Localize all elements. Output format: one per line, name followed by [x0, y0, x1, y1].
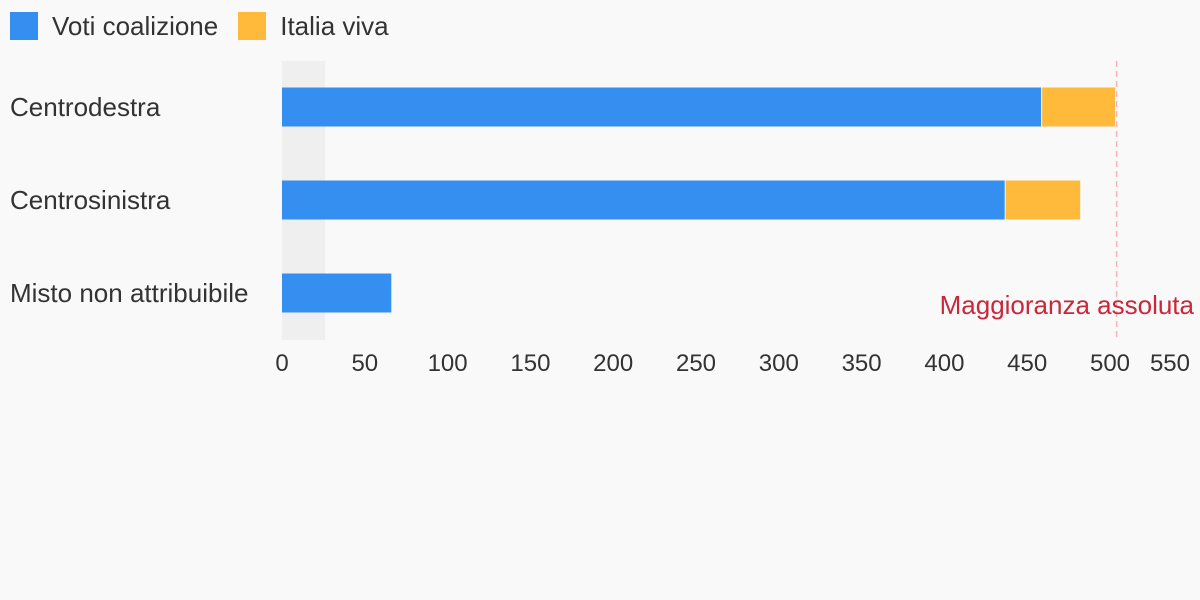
- x-tick-label: 200: [593, 350, 633, 377]
- x-tick-label: 50: [351, 350, 378, 377]
- legend-item-italia-viva: Italia viva: [238, 10, 389, 42]
- bar-centrodestra-voti-coalizione: [282, 87, 1042, 127]
- legend-label-voti-coalizione: Voti coalizione: [52, 10, 219, 41]
- legend-label-italia-viva: Italia viva: [280, 10, 389, 41]
- category-label: Misto non attribuibile: [10, 278, 248, 308]
- category-label: Centrosinistra: [10, 185, 171, 215]
- x-tick-label: 100: [428, 350, 468, 377]
- x-tick-label: 550: [1150, 350, 1190, 377]
- x-tick-label: 400: [924, 350, 964, 377]
- x-tick-label: 450: [1007, 350, 1047, 377]
- legend-swatch-voti-coalizione: [10, 12, 38, 40]
- bar-centrosinistra-italia-viva: [1005, 180, 1081, 220]
- bar-centrodestra-italia-viva: [1042, 87, 1115, 127]
- reference-line-label: Maggioranza assoluta: [940, 290, 1195, 320]
- category-label: Centrodestra: [10, 92, 161, 122]
- x-tick-label: 350: [842, 350, 882, 377]
- bar-misto-non-attribuibile-voti-coalizione: [282, 273, 392, 313]
- legend: Voti coalizione Italia viva: [10, 8, 409, 44]
- legend-item-voti-coalizione: Voti coalizione: [10, 11, 218, 42]
- x-tick-label: 500: [1090, 350, 1130, 377]
- x-tick-label: 150: [510, 350, 550, 377]
- x-tick-label: 300: [759, 350, 799, 377]
- x-tick-label: 250: [676, 350, 716, 377]
- legend-swatch-italia-viva: [238, 12, 267, 40]
- bar-centrosinistra-voti-coalizione: [282, 180, 1005, 220]
- x-tick-label: 0: [275, 350, 288, 377]
